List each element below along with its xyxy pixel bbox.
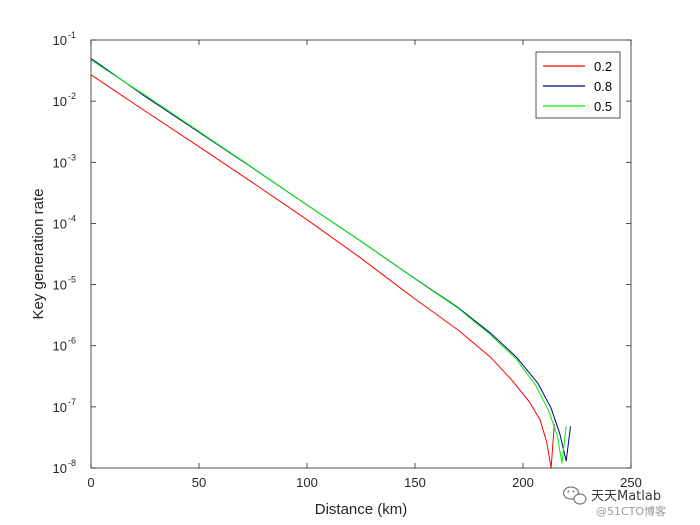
y-tick-label: 10 [53,339,67,354]
legend-label-0.2: 0.2 [594,59,612,74]
y-tick-label-exponent: -8 [68,458,76,468]
y-ticks: 10-810-710-610-510-410-310-210-1 [53,30,631,476]
y-tick-label-exponent: -7 [68,397,76,407]
x-tick-label: 200 [512,475,534,490]
watermark-subtext: @51CTO博客 [596,504,666,518]
y-tick-label: 10 [53,94,67,109]
y-tick-label-exponent: -2 [68,91,76,101]
y-tick-label: 10 [53,216,67,231]
legend-label-0.8: 0.8 [594,79,612,94]
y-axis-label: Key generation rate [30,189,47,320]
y-tick-label-exponent: -6 [68,336,76,346]
series-layer [90,57,571,469]
y-tick-label: 10 [53,33,67,48]
wechat-icon [562,486,587,505]
x-tick-label: 250 [620,475,642,490]
watermark: 天天Matlab @51CTO博客 [562,486,666,518]
axes-box [90,39,632,469]
x-ticks: 0 50 100 150 200 250 [87,40,642,490]
y-tick-label: 10 [53,461,67,476]
x-axis-label: Distance (km) [315,501,408,518]
series-line-0.2 [90,74,555,469]
y-tick-label-exponent: -3 [68,152,76,162]
y-tick-label: 10 [53,155,67,170]
legend: 0.2 0.8 0.5 [535,51,621,119]
y-tick-label-exponent: -4 [68,213,76,223]
y-tick-label-exponent: -5 [68,275,76,285]
x-tick-label: 50 [192,475,206,490]
y-tick-label: 10 [53,400,67,415]
series-line-0.5 [90,59,567,464]
y-tick-label-exponent: -1 [68,30,76,40]
legend-box [535,51,621,119]
x-tick-label: 100 [296,475,318,490]
legend-label-0.5: 0.5 [594,99,612,114]
x-tick-label: 150 [404,475,426,490]
watermark-text: 天天Matlab [591,489,661,504]
y-tick-label: 10 [53,278,67,293]
x-tick-label: 0 [87,475,94,490]
